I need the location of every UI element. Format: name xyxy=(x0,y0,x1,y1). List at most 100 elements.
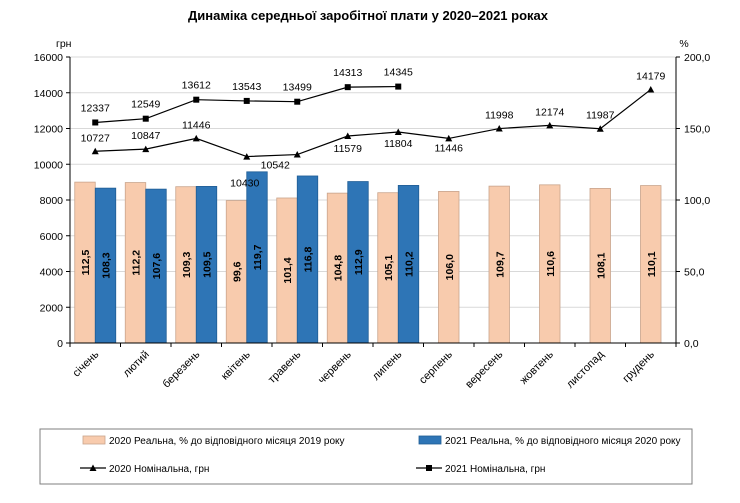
x-category-label: грудень xyxy=(620,348,657,385)
x-category-label: липень xyxy=(370,348,404,382)
line-2020-nominal-label: 10430 xyxy=(230,178,259,190)
bar-2021-real-label: 116,8 xyxy=(303,246,315,272)
bar-2020-real-label: 105,1 xyxy=(383,255,395,281)
line-2021-nominal-point xyxy=(92,119,99,126)
bar-2020-real-label: 112,5 xyxy=(80,250,92,276)
left-tick-label: 14000 xyxy=(34,88,63,100)
line-2021-nominal-point xyxy=(193,96,200,103)
line-2020-nominal-point xyxy=(344,132,352,140)
x-category-label: січень xyxy=(71,348,102,379)
left-tick-label: 12000 xyxy=(34,124,63,136)
line-2021-nominal-point xyxy=(294,98,301,105)
right-tick-label: 100,0 xyxy=(684,195,710,207)
x-category-label: червень xyxy=(316,348,354,386)
line-2020-nominal-label: 11804 xyxy=(384,138,413,150)
line-2021-nominal-label: 13499 xyxy=(283,82,312,94)
line-2020-nominal-label: 11579 xyxy=(334,143,363,155)
line-2020-nominal-label: 11446 xyxy=(435,142,464,154)
x-category-label: вересень xyxy=(463,348,505,390)
chart-title: Динаміка середньої заробітної плати у 20… xyxy=(188,8,549,23)
bar-2021-real-label: 108,3 xyxy=(101,252,113,278)
bar-2020-real-label: 101,4 xyxy=(282,257,294,283)
line-2021-nominal-label: 14345 xyxy=(384,67,413,79)
x-category-label: квітень xyxy=(219,348,253,382)
bar-2020-real-label: 109,3 xyxy=(181,252,193,278)
line-2020-nominal-point xyxy=(495,125,503,132)
line-2020-nominal-point xyxy=(596,125,604,132)
line-2020-nominal-label: 11446 xyxy=(182,119,211,131)
line-2020-nominal-label: 10727 xyxy=(81,132,110,144)
x-category-label: березень xyxy=(161,348,203,390)
line-2020-nominal-label: 11998 xyxy=(485,110,514,122)
left-axis-unit: грн xyxy=(56,38,72,50)
x-axis: січень лютий березень квітень травень червень… xyxy=(69,343,677,391)
line-2021-nominal-label: 13612 xyxy=(182,80,211,92)
bars: 112,5 108,3 112,2 107,6 109,3 109,5 99,6 119,7 1… xyxy=(70,171,676,344)
bar-2020-real-label: 110,6 xyxy=(545,251,557,277)
legend-label-2021-real: 2021 Реальна, % до відповідного місяця 2… xyxy=(445,436,681,447)
line-2020-nominal-label: 14179 xyxy=(636,71,665,83)
bar-2020-real-label: 108,1 xyxy=(595,252,607,278)
left-axis: 0 2000 4000 6000 8000 10000 12000 14000 16000 xyxy=(34,52,71,350)
x-category-label: лютий xyxy=(121,349,152,380)
gridlines xyxy=(70,56,676,308)
left-tick-label: 4000 xyxy=(40,267,64,279)
right-axis-unit: % xyxy=(679,38,688,50)
line-2021-nominal-point xyxy=(344,84,351,91)
line-2020-nominal-point xyxy=(647,86,655,93)
legend: 2020 Реальна, % до відповідного місяця 2… xyxy=(39,428,693,485)
left-tick-label: 0 xyxy=(57,338,63,350)
left-tick-label: 6000 xyxy=(40,231,64,243)
bar-2021-real-label: 110,2 xyxy=(404,251,416,277)
line-2020-nominal-point xyxy=(546,121,554,129)
right-axis: 0,0 50,0 100,0 150,0 200,0 xyxy=(675,52,710,350)
line-2020-nominal-point xyxy=(394,128,402,136)
line-2021-nominal-point xyxy=(395,83,402,90)
right-tick-label: 0,0 xyxy=(684,338,699,350)
bar-2020-real-label: 104,8 xyxy=(333,255,345,281)
bar-2021-real-label: 109,5 xyxy=(202,251,214,277)
right-tick-label: 200,0 xyxy=(684,52,710,64)
bar-2021-real-label: 119,7 xyxy=(252,244,264,270)
line-2020-nominal-label: 10542 xyxy=(261,160,290,172)
x-category-label: серпень xyxy=(417,348,455,386)
line-2020-nominal-point xyxy=(91,147,99,155)
line-2021-nominal-point xyxy=(142,115,149,122)
bar-2020-real-label: 110,1 xyxy=(646,251,658,277)
legend-box xyxy=(39,428,693,485)
line-2020-nominal-point xyxy=(445,134,453,142)
left-tick-label: 10000 xyxy=(34,159,63,171)
x-category-label: листопад xyxy=(564,348,607,391)
bar-2021-real-label: 112,9 xyxy=(353,249,365,275)
x-category-label: жовтень xyxy=(518,348,556,386)
line-2020-nominal-point xyxy=(243,153,251,160)
x-category-label: травень xyxy=(266,348,304,386)
legend-label-2020-nominal: 2020 Номінальна, грн xyxy=(109,464,209,475)
legend-label-2021-nominal: 2021 Номінальна, грн xyxy=(445,464,545,475)
line-2021-nominal-label: 13543 xyxy=(232,81,261,93)
line-2020-nominal-label: 12174 xyxy=(535,106,564,118)
left-tick-label: 16000 xyxy=(34,52,63,64)
line-2020-nominal-point xyxy=(293,151,301,158)
left-tick-label: 2000 xyxy=(40,302,64,314)
legend-label-2020-real: 2020 Реальна, % до відповідного місяця 2… xyxy=(109,436,345,447)
line-2021-nominal-label: 12549 xyxy=(131,99,160,111)
bar-2020-real-label: 109,7 xyxy=(494,251,506,277)
line-2020-nominal-point xyxy=(192,134,200,142)
line-2021-nominal-label: 12337 xyxy=(81,102,110,114)
bar-2021-real-label: 107,6 xyxy=(151,253,163,279)
legend-marker-2021-nominal xyxy=(426,465,432,471)
right-tick-label: 150,0 xyxy=(684,124,710,136)
left-tick-label: 8000 xyxy=(40,195,64,207)
right-tick-label: 50,0 xyxy=(684,267,705,279)
line-2020-nominal-point xyxy=(142,145,150,153)
bar-2020-real-label: 99,6 xyxy=(232,261,244,282)
line-2021-nominal-point xyxy=(243,97,250,104)
line-2020-nominal xyxy=(95,89,652,158)
bar-2020-real-label: 106,0 xyxy=(444,254,456,280)
line-2020-nominal-label: 11987 xyxy=(586,110,615,122)
legend-swatch-2021-real xyxy=(418,435,442,445)
line-2021-nominal-label: 14313 xyxy=(333,67,362,79)
